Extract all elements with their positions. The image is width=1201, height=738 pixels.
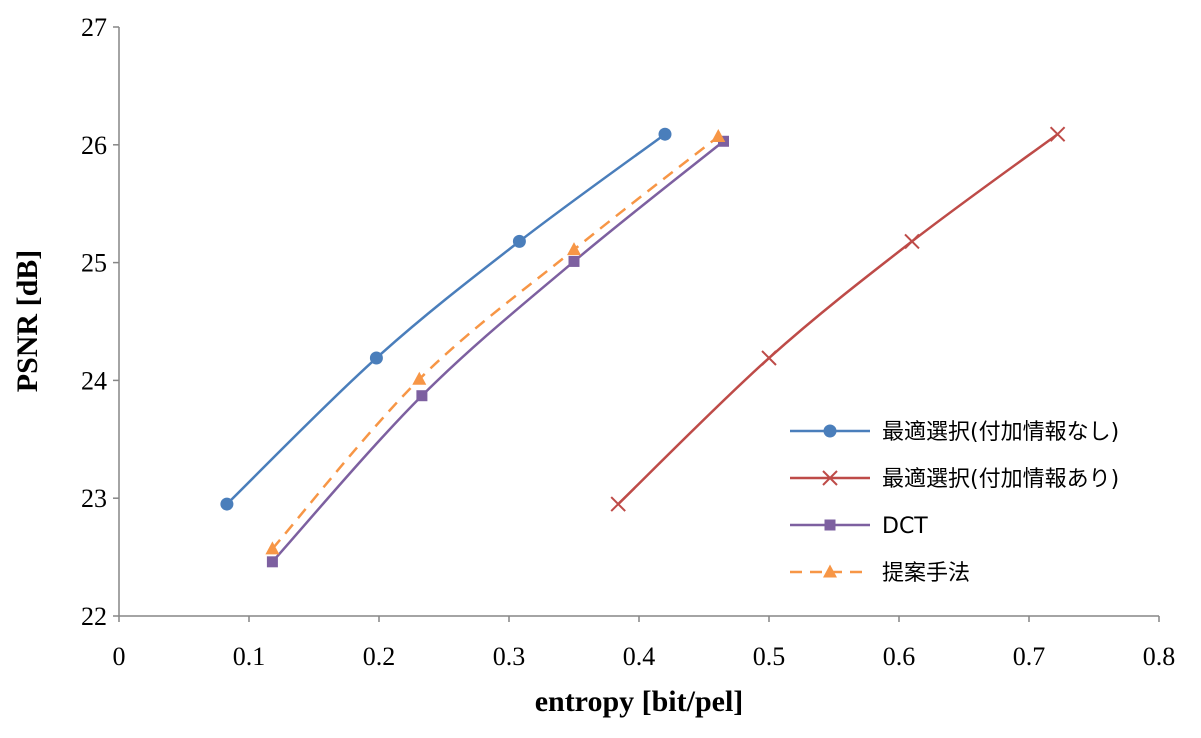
legend-item: 提案手法	[790, 561, 970, 586]
data-point-marker	[266, 556, 278, 568]
series-line	[226, 133, 666, 505]
data-point-marker	[761, 350, 777, 366]
series-4	[265, 129, 726, 555]
x-tick-label: 0	[113, 642, 126, 671]
legend-label: 最適選択(付加情報なし)	[882, 420, 1119, 445]
data-point-marker	[610, 496, 626, 512]
y-tick-label: 27	[81, 13, 107, 42]
legend-label: 最適選択(付加情報あり)	[882, 467, 1119, 492]
series-3	[266, 135, 729, 568]
x-tick-label: 0.7	[1013, 642, 1046, 671]
legend-label: 提案手法	[882, 561, 970, 586]
legend-swatch-marker	[823, 564, 837, 578]
y-tick-label: 24	[81, 366, 107, 395]
legend-swatch-marker	[822, 470, 838, 486]
x-tick-label: 0.6	[883, 642, 916, 671]
y-tick-label: 26	[81, 131, 107, 160]
data-point-marker	[568, 255, 580, 267]
data-point-marker	[904, 233, 920, 250]
x-tick-label: 0.8	[1143, 642, 1176, 671]
series-line	[617, 133, 1059, 505]
y-axis-title: PSNR [dB]	[11, 250, 44, 393]
legend-swatch-marker	[824, 519, 836, 531]
data-point-marker	[567, 242, 581, 256]
y-axis-ticks: 22 23 24 25 26 27	[81, 13, 119, 631]
y-tick-label: 22	[81, 602, 107, 631]
data-point-marker	[220, 497, 234, 511]
y-tick-label: 23	[81, 484, 107, 513]
legend-item: 最適選択(付加情報あり)	[790, 467, 1119, 492]
data-point-marker	[412, 371, 427, 385]
series-1	[220, 127, 672, 511]
x-tick-label: 0.4	[623, 642, 656, 671]
data-point-marker	[416, 390, 428, 402]
data-point-marker	[1049, 126, 1066, 142]
data-point-marker	[711, 129, 726, 143]
legend-item: 最適選択(付加情報なし)	[790, 420, 1119, 445]
legend: 最適選択(付加情報なし) 最適選択(付加情報あり) DCT 提案手法	[790, 420, 1119, 586]
axes: 22 23 24 25 26 27 0 0.1 0.2 0.3 0.4 0.5 0.6 0.7 0.8	[81, 13, 1175, 671]
x-axis-title: entropy [bit/pel]	[535, 685, 744, 718]
series-line	[271, 135, 720, 550]
legend-swatch-marker	[823, 424, 837, 438]
x-axis-ticks: 0 0.1 0.2 0.3 0.4 0.5 0.6 0.7 0.8	[113, 616, 1176, 671]
x-tick-label: 0.5	[753, 642, 786, 671]
x-tick-label: 0.2	[363, 642, 396, 671]
x-tick-label: 0.1	[233, 642, 266, 671]
x-tick-label: 0.3	[493, 642, 526, 671]
data-point-marker	[512, 234, 526, 248]
data-point-marker	[369, 351, 383, 365]
legend-item: DCT	[790, 514, 928, 539]
data-point-marker	[265, 541, 280, 555]
plot-series	[220, 126, 1066, 568]
legend-label: DCT	[882, 514, 928, 539]
y-tick-label: 25	[81, 249, 107, 278]
series-line	[271, 140, 725, 563]
data-point-marker	[658, 127, 672, 141]
series-2	[610, 126, 1066, 512]
